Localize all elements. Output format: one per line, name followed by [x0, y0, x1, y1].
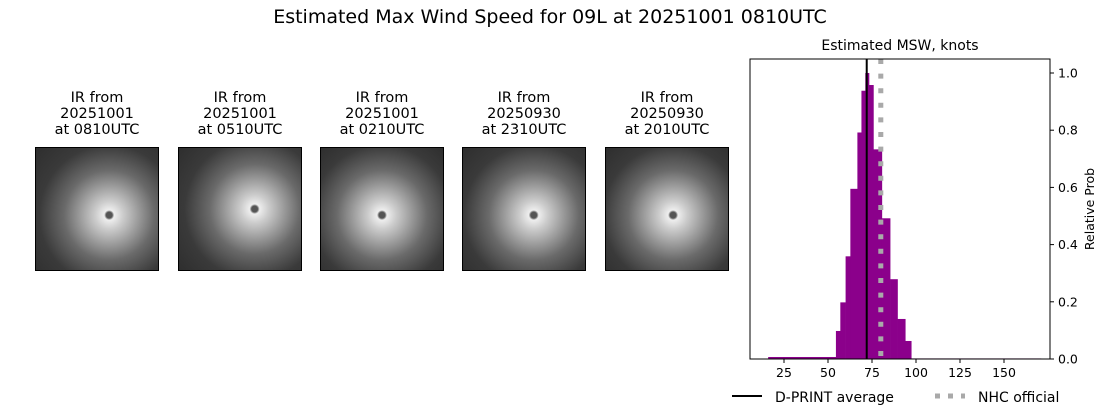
- histogram-bar: [850, 188, 858, 359]
- y-axis-label: Relative Prob: [1082, 168, 1097, 250]
- ir-satellite-image: [178, 147, 302, 271]
- plot-frame: [749, 58, 1051, 360]
- ir-satellite-image: [605, 147, 729, 271]
- histogram-bar: [905, 340, 912, 359]
- y-tick-label: 0.6: [1058, 180, 1078, 195]
- figure-title: Estimated Max Wind Speed for 09L at 2025…: [273, 6, 827, 28]
- panel-label-line: 20251001: [60, 106, 134, 122]
- panel-label-line: IR from: [355, 90, 409, 106]
- histogram-bar: [845, 256, 851, 359]
- legend-nhc-label: NHC official: [978, 390, 1059, 406]
- panel-label: IR from 20250930 at 2010UTC: [592, 90, 742, 138]
- panel-label-line: 20250930: [630, 106, 704, 122]
- x-tick-label: 75: [864, 365, 880, 380]
- x-tick-label: 125: [948, 365, 972, 380]
- histogram-bar: [861, 90, 866, 360]
- histogram-bar: [869, 85, 874, 360]
- histogram-bar: [873, 149, 883, 359]
- chart-title: Estimated MSW, knots: [821, 38, 978, 54]
- x-tick-label: 150: [992, 365, 1016, 380]
- histogram-bar: [840, 302, 846, 359]
- panel-label-line: 20251001: [203, 106, 277, 122]
- y-tick-label: 0.0: [1058, 352, 1078, 367]
- histogram-bar: [835, 330, 841, 359]
- panel-label: IR from 20250930 at 2310UTC: [449, 90, 599, 138]
- histogram-bar: [857, 132, 862, 359]
- y-tick-label: 0.2: [1058, 294, 1078, 309]
- y-tick-label: 1.0: [1058, 66, 1078, 81]
- panel-label-line: IR from: [70, 90, 124, 106]
- panel-label-line: at 2310UTC: [481, 122, 567, 138]
- legend-dprint-label: D-PRINT average: [775, 390, 894, 406]
- panel-label-line: at 0810UTC: [54, 122, 140, 138]
- panel-label-line: IR from: [640, 90, 694, 106]
- panel-label: IR from 20251001 at 0510UTC: [165, 90, 315, 138]
- ir-satellite-image: [35, 147, 159, 271]
- panel-label: IR from 20251001 at 0810UTC: [22, 90, 172, 138]
- x-tick-label: 50: [820, 365, 836, 380]
- panel-label: IR from 20251001 at 0210UTC: [307, 90, 457, 138]
- ir-satellite-image: [462, 147, 586, 271]
- panel-label-line: at 0510UTC: [197, 122, 283, 138]
- panel-label-line: IR from: [497, 90, 551, 106]
- y-tick-label: 0.8: [1058, 123, 1078, 138]
- y-tick-label: 0.4: [1058, 237, 1078, 252]
- histogram-bar: [890, 279, 898, 359]
- x-tick-label: 25: [776, 365, 792, 380]
- ir-satellite-image: [320, 147, 444, 271]
- histogram-bar: [897, 318, 906, 359]
- panel-label-line: IR from: [213, 90, 267, 106]
- x-tick-label: 100: [904, 365, 928, 380]
- panel-label-line: 20250930: [487, 106, 561, 122]
- panel-label-line: at 0210UTC: [339, 122, 425, 138]
- panel-label-line: 20251001: [345, 106, 419, 122]
- histogram-bar: [881, 218, 891, 359]
- histogram-bar: [768, 356, 837, 359]
- panel-label-line: at 2010UTC: [624, 122, 710, 138]
